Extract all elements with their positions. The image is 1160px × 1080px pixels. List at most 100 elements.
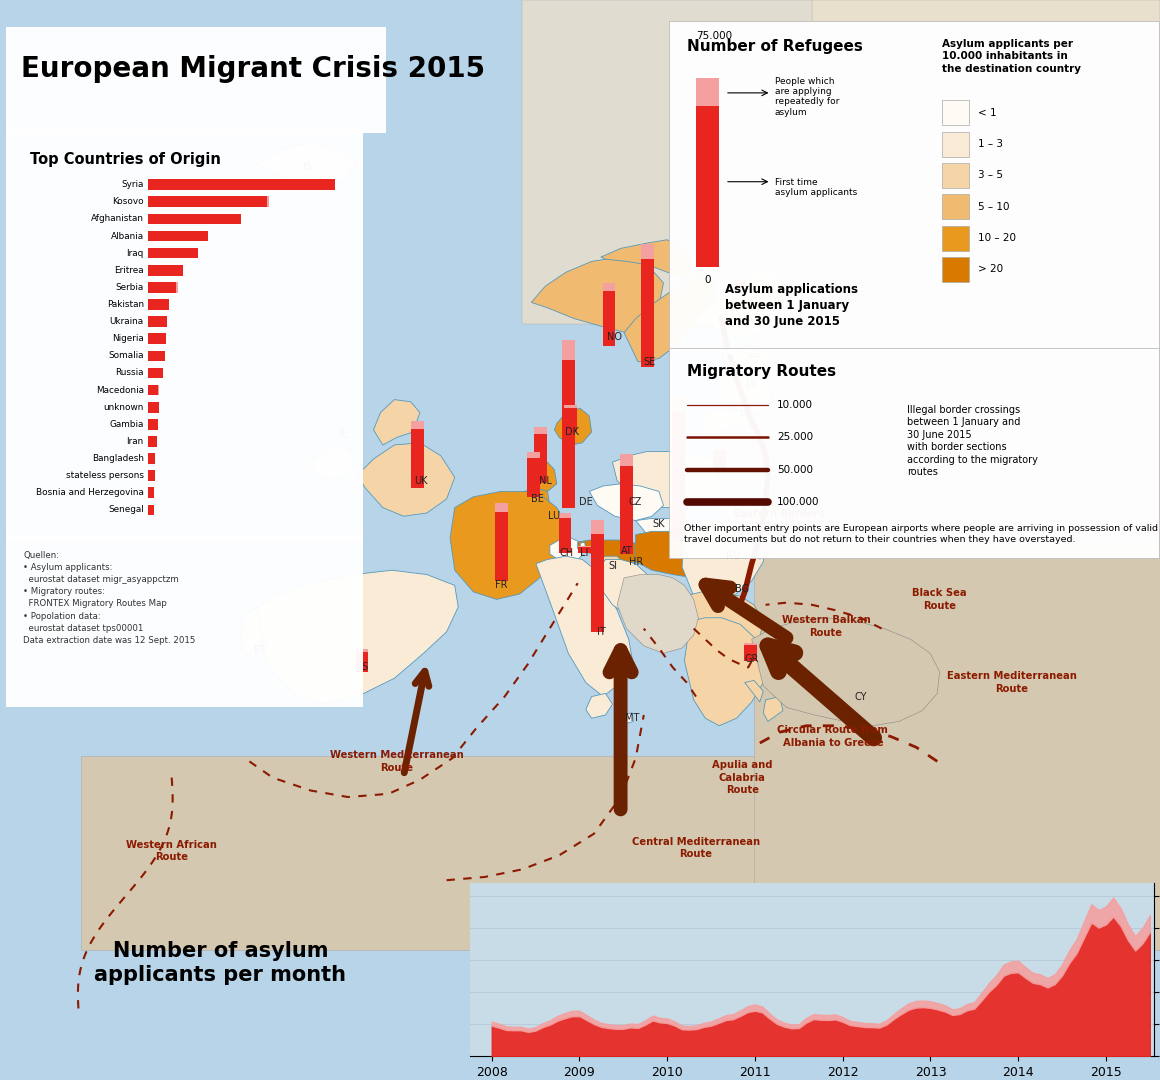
FancyBboxPatch shape: [6, 27, 386, 133]
Polygon shape: [520, 488, 550, 513]
Bar: [148, 282, 179, 293]
Text: 10 – 20: 10 – 20: [978, 233, 1016, 243]
Text: Western Mediterranean
Route: Western Mediterranean Route: [329, 751, 464, 772]
Text: CY: CY: [855, 691, 867, 702]
Bar: [148, 316, 167, 327]
Bar: [148, 419, 158, 430]
Text: Afghanistan: Afghanistan: [90, 215, 144, 224]
Text: Illegal border crossings
between 1 January and
30 June 2015
with border sections: Illegal border crossings between 1 Janua…: [907, 405, 1038, 477]
Bar: [355, 649, 369, 652]
Polygon shape: [522, 0, 812, 324]
Text: < 1: < 1: [978, 108, 996, 118]
Text: 5 – 10: 5 – 10: [978, 202, 1009, 212]
Bar: [561, 361, 575, 508]
Text: Russia: Russia: [115, 368, 144, 378]
Bar: [565, 405, 578, 408]
Text: Iran: Iran: [126, 437, 144, 446]
Text: Senegal: Senegal: [108, 505, 144, 514]
Text: SI: SI: [608, 561, 617, 571]
Text: Top Countries of Origin: Top Countries of Origin: [30, 152, 222, 167]
Polygon shape: [636, 531, 719, 578]
Text: Kosovo: Kosovo: [113, 198, 144, 206]
Text: stateless persons: stateless persons: [66, 471, 144, 481]
Bar: [745, 645, 757, 661]
Polygon shape: [241, 607, 264, 657]
Polygon shape: [682, 518, 766, 603]
Bar: [621, 465, 633, 554]
Text: Ukraina: Ukraina: [110, 318, 144, 326]
Bar: [535, 434, 548, 483]
Bar: [942, 257, 969, 282]
Bar: [148, 436, 157, 447]
Polygon shape: [745, 680, 763, 702]
Bar: [148, 454, 155, 464]
Bar: [942, 194, 969, 219]
Polygon shape: [597, 559, 652, 613]
Text: AT: AT: [621, 545, 632, 556]
Bar: [148, 179, 335, 190]
Text: Gambia: Gambia: [109, 420, 144, 429]
Text: Number of asylum
applicants per month: Number of asylum applicants per month: [94, 942, 347, 985]
Bar: [942, 163, 969, 188]
Bar: [148, 299, 169, 310]
Text: Central Mediterranean
Route: Central Mediterranean Route: [632, 837, 760, 859]
Text: 50.000: 50.000: [777, 464, 813, 475]
Text: 100.000: 100.000: [777, 497, 820, 508]
Text: > 20: > 20: [978, 265, 1003, 274]
Polygon shape: [592, 556, 624, 577]
Bar: [148, 471, 155, 481]
Polygon shape: [624, 713, 633, 724]
Polygon shape: [617, 575, 698, 653]
Bar: [696, 106, 719, 267]
Polygon shape: [754, 540, 1160, 950]
Bar: [148, 487, 154, 498]
Text: Eastern Borders
Route: Eastern Borders Route: [734, 510, 825, 531]
Bar: [176, 282, 179, 293]
Bar: [603, 291, 616, 346]
Bar: [673, 413, 684, 540]
Bar: [158, 384, 159, 395]
Polygon shape: [81, 756, 986, 950]
Bar: [411, 429, 423, 488]
Text: First time
asylum applicants: First time asylum applicants: [775, 178, 857, 197]
Text: Eritrea: Eritrea: [114, 266, 144, 274]
Polygon shape: [754, 0, 1160, 540]
Bar: [592, 521, 604, 534]
Text: 10.000: 10.000: [777, 400, 813, 410]
Text: Migratory Routes: Migratory Routes: [687, 364, 836, 379]
Text: Serbia: Serbia: [116, 283, 144, 292]
Bar: [494, 503, 508, 512]
Text: unknown: unknown: [103, 403, 144, 411]
Bar: [148, 334, 166, 345]
Bar: [411, 421, 423, 429]
Polygon shape: [554, 408, 592, 445]
Text: PL: PL: [713, 457, 725, 468]
Polygon shape: [450, 491, 568, 599]
Text: Asylum applications
between 1 January
and 30 June 2015: Asylum applications between 1 January an…: [725, 283, 858, 328]
Polygon shape: [601, 240, 694, 279]
Text: RO: RO: [726, 551, 740, 562]
Polygon shape: [374, 400, 420, 445]
Text: Eastern Mediterranean
Route: Eastern Mediterranean Route: [947, 672, 1076, 693]
Text: DK: DK: [565, 427, 579, 437]
Polygon shape: [255, 143, 357, 186]
Bar: [641, 244, 654, 259]
Bar: [148, 265, 183, 275]
Polygon shape: [752, 540, 768, 559]
Text: IE: IE: [338, 429, 347, 440]
Polygon shape: [684, 592, 763, 650]
Text: Macedonia: Macedonia: [96, 386, 144, 394]
Text: Number of Refugees: Number of Refugees: [687, 39, 863, 54]
Text: Bangladesh: Bangladesh: [92, 454, 144, 463]
Text: European Migrant Crisis 2015: European Migrant Crisis 2015: [21, 55, 485, 83]
Bar: [712, 450, 726, 470]
Polygon shape: [702, 408, 756, 448]
Text: Black Sea
Route: Black Sea Route: [912, 589, 967, 610]
Bar: [148, 384, 159, 395]
Text: Nigeria: Nigeria: [113, 334, 144, 343]
FancyBboxPatch shape: [6, 535, 363, 707]
Text: NL: NL: [538, 475, 552, 486]
Text: BG: BG: [735, 583, 749, 594]
Text: 75.000: 75.000: [696, 31, 732, 41]
Bar: [578, 548, 590, 553]
